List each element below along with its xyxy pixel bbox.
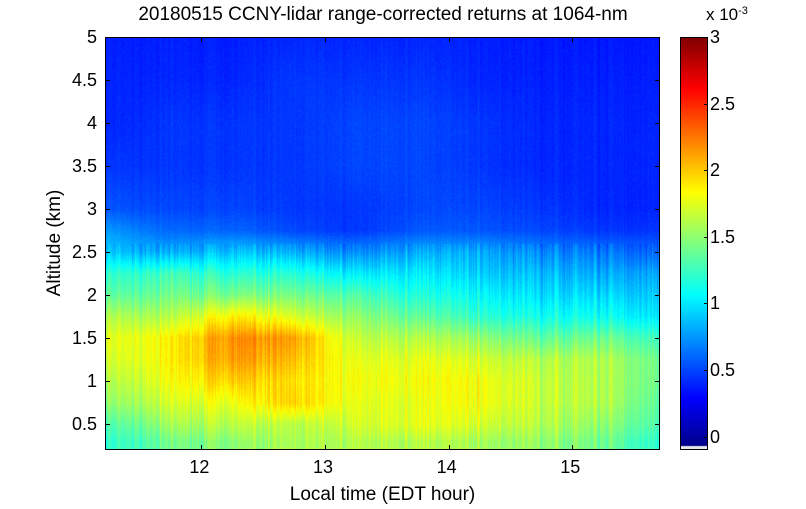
x-tick-mark	[201, 445, 203, 450]
y-tick-mark	[105, 209, 110, 211]
x-tick-mark	[448, 445, 450, 450]
x-axis-label: Local time (EDT hour)	[289, 484, 476, 505]
y-tick-mark	[105, 381, 110, 383]
colorbar-tick-mark	[704, 170, 708, 172]
y-tick-mark	[105, 424, 110, 426]
colorbar-tick-mark	[704, 236, 708, 238]
y-tick-mark	[655, 37, 660, 38]
colorbar-exponent: x 10-3	[706, 6, 748, 24]
y-tick-mark	[105, 80, 110, 82]
chart-title: 20180515 CCNY-lidar range-corrected retu…	[0, 4, 806, 26]
y-tick-label: 4.5	[71, 70, 97, 91]
colorbar-tick-mark	[704, 303, 708, 305]
y-tick-mark	[655, 338, 660, 340]
chart-title-text: 20180515 CCNY-lidar range-corrected retu…	[138, 4, 628, 25]
x-tick-mark	[201, 37, 203, 42]
colorbar	[680, 37, 708, 450]
x-tick-label: 14	[436, 457, 457, 477]
y-tick-mark	[105, 338, 110, 340]
y-tick-mark	[655, 295, 660, 297]
y-tick-mark	[105, 123, 110, 125]
y-tick-label: 2	[86, 285, 97, 306]
y-tick-mark	[105, 295, 110, 297]
y-tick-mark	[655, 166, 660, 168]
x-tick-mark	[572, 445, 574, 450]
x-tick-label: 12	[189, 457, 210, 477]
y-tick-mark	[655, 209, 660, 211]
y-tick-mark	[655, 252, 660, 254]
y-tick-label: 1	[86, 371, 97, 392]
x-tick-mark	[325, 37, 327, 42]
colorbar-tick-label: 3	[710, 27, 721, 47]
colorbar-tick-label: 0.5	[710, 360, 736, 381]
y-tick-mark	[105, 252, 110, 254]
y-tick-label: 3	[86, 199, 97, 220]
y-axis-label: Altitude (km)	[44, 189, 65, 297]
y-tick-label: 2.5	[71, 242, 97, 263]
colorbar-tick-label: 1	[710, 293, 721, 314]
x-tick-mark	[572, 37, 574, 42]
y-tick-label: 4	[86, 113, 97, 134]
colorbar-tick-mark	[704, 37, 708, 38]
colorbar-tick-label: 2.5	[710, 93, 736, 114]
heatmap-plot-area	[105, 37, 660, 450]
y-tick-mark	[105, 37, 110, 38]
y-tick-mark	[655, 80, 660, 82]
x-tick-mark	[448, 37, 450, 42]
x-tick-label: 13	[313, 457, 334, 477]
colorbar-exponent-power: -3	[738, 5, 748, 17]
colorbar-exponent-base: x 10	[706, 5, 739, 24]
x-tick-label: 15	[560, 457, 581, 477]
y-tick-label: 5	[86, 27, 97, 47]
y-tick-label: 0.5	[71, 414, 97, 435]
colorbar-tick-mark	[704, 103, 708, 105]
colorbar-tick-label: 0	[710, 426, 721, 447]
colorbar-tick-label: 1.5	[710, 226, 736, 247]
y-tick-mark	[655, 424, 660, 426]
y-tick-mark	[655, 381, 660, 383]
x-tick-mark	[325, 445, 327, 450]
y-tick-label: 3.5	[71, 156, 97, 177]
colorbar-tick-label: 2	[710, 160, 721, 181]
colorbar-tick-mark	[704, 436, 708, 438]
y-tick-mark	[105, 166, 110, 168]
y-tick-mark	[655, 123, 660, 125]
y-tick-label: 1.5	[71, 328, 97, 349]
colorbar-tick-mark	[704, 370, 708, 372]
